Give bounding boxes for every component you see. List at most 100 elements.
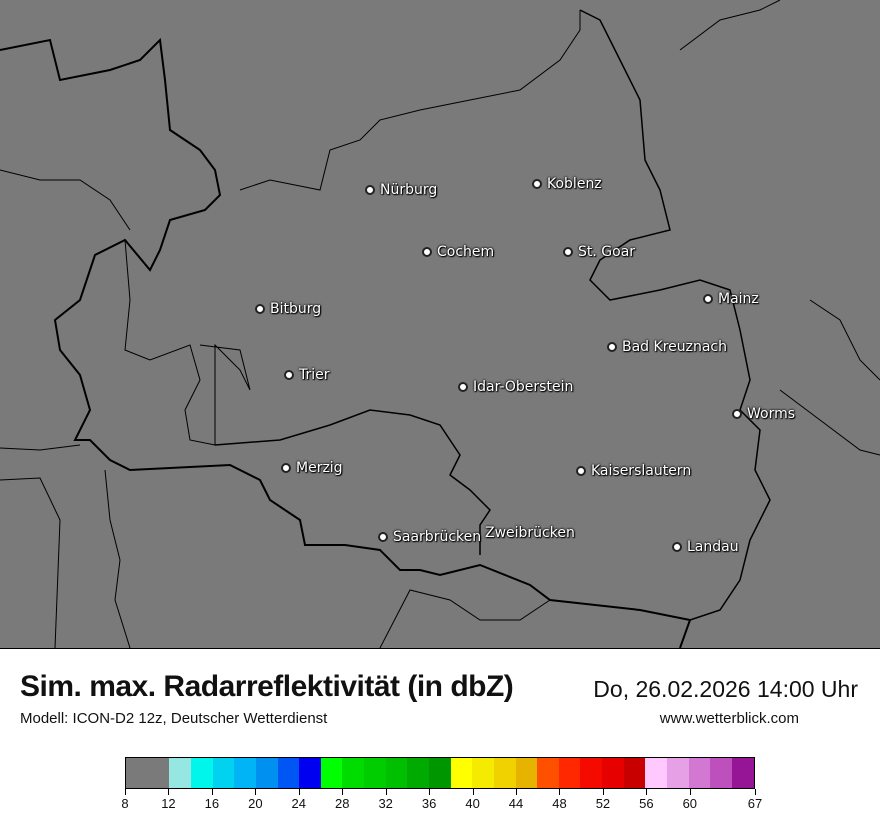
- city-label: Zweibrücken: [485, 525, 575, 541]
- city-label: Merzig: [296, 460, 343, 476]
- city-dot-icon: [532, 179, 542, 189]
- colorbar-tick-label: 48: [552, 796, 567, 811]
- colorbar-segment: [126, 758, 170, 788]
- colorbar-tick: [602, 789, 604, 795]
- colorbar-segment: [364, 758, 386, 788]
- colorbar-tick: [429, 789, 431, 795]
- colorbar-tick-label: 32: [378, 796, 393, 811]
- colorbar-segment: [428, 758, 451, 788]
- colorbar-tick-label: 40: [465, 796, 480, 811]
- city-dot-icon: [563, 247, 573, 257]
- colorbar-segment: [580, 758, 603, 788]
- colorbar-segment: [255, 758, 278, 788]
- city-label: Trier: [299, 367, 330, 383]
- city-label: Bitburg: [270, 301, 322, 317]
- colorbar-tick: [211, 789, 213, 795]
- city-marker: Idar-Oberstein: [458, 379, 573, 395]
- colorbar-segment: [190, 758, 213, 788]
- colorbar-tick-label: 16: [204, 796, 220, 811]
- city-marker: Nürburg: [365, 182, 438, 198]
- colorbar-segment: [645, 758, 668, 788]
- colorbar-segment: [472, 758, 494, 788]
- colorbar-segment: [320, 758, 343, 788]
- colorbar-segment: [299, 758, 321, 788]
- city-dot-icon: [672, 542, 682, 552]
- colorbar-legend: [125, 757, 755, 789]
- colorbar-segment: [537, 758, 559, 788]
- city-marker: Merzig: [281, 460, 343, 476]
- city-label: Landau: [687, 539, 739, 555]
- city-marker: Bad Kreuznach: [607, 339, 727, 355]
- state-border-saarland: [214, 409, 491, 555]
- colorbar-tick: [125, 789, 126, 795]
- city-dot-icon: [703, 294, 713, 304]
- colorbar-tick: [255, 789, 257, 795]
- colorbar-segment: [169, 758, 191, 788]
- city-dot-icon: [284, 370, 294, 380]
- model-source: Modell: ICON-D2 12z, Deutscher Wetterdie…: [20, 710, 328, 727]
- colorbar-tick-label: 28: [335, 796, 350, 811]
- colorbar-segment: [688, 758, 711, 788]
- colorbar-segment: [277, 758, 300, 788]
- radar-map[interactable]: Nürburg Koblenz Cochem St. Goar Bitburg Mainz…: [0, 0, 880, 649]
- colorbar-tick: [755, 789, 756, 795]
- colorbar-segment: [558, 758, 581, 788]
- city-label: Saarbrücken: [393, 529, 482, 545]
- colorbar-segment: [212, 758, 235, 788]
- city-dot-icon: [365, 185, 375, 195]
- city-dot-icon: [458, 382, 468, 392]
- colorbar-segment: [667, 758, 689, 788]
- colorbar-segment: [602, 758, 624, 788]
- colorbar-segment: [493, 758, 516, 788]
- colorbar-tick-label: 20: [248, 796, 263, 811]
- colorbar-segment: [515, 758, 538, 788]
- city-dot-icon: [576, 466, 586, 476]
- city-marker: Zweibrücken: [480, 525, 575, 541]
- city-marker: Bitburg: [255, 301, 322, 317]
- colorbar-tick-label: 67: [747, 796, 763, 811]
- city-label: Koblenz: [547, 176, 602, 192]
- colorbar-segment: [623, 758, 646, 788]
- colorbar-tick: [646, 789, 648, 795]
- city-dot-icon: [281, 463, 291, 473]
- city-label: Mainz: [718, 291, 759, 307]
- city-dot-icon: [607, 342, 617, 352]
- country-border-lux: [0, 169, 251, 446]
- state-border-east: [579, 9, 771, 621]
- map-title: Sim. max. Radarreflektivität (in dbZ): [20, 670, 514, 703]
- colorbar-tick: [385, 789, 387, 795]
- city-dot-icon: [378, 532, 388, 542]
- state-border-rlp: [0, 37, 692, 648]
- colorbar-tick: [298, 789, 300, 795]
- country-border-ne: [679, 0, 880, 456]
- colorbar-tick: [689, 789, 691, 795]
- city-dot-icon: [255, 304, 265, 314]
- city-dot-icon: [422, 247, 432, 257]
- city-marker: Kaiserslautern: [576, 463, 691, 479]
- colorbar-tick-label: 24: [291, 796, 307, 811]
- colorbar-tick: [472, 789, 474, 795]
- city-dot-icon: [732, 409, 742, 419]
- colorbar-tick-label: 56: [639, 796, 654, 811]
- colorbar-segment: [234, 758, 256, 788]
- borders: [0, 0, 880, 648]
- colorbar-tick: [342, 789, 344, 795]
- colorbar-tick: [168, 789, 170, 795]
- colorbar-segment: [710, 758, 732, 788]
- colorbar-tick-label: 12: [161, 796, 176, 811]
- country-border-fr: [0, 444, 551, 648]
- city-label: Nürburg: [380, 182, 438, 198]
- colorbar-segment: [342, 758, 365, 788]
- colorbar-tick-label: 52: [595, 796, 611, 811]
- city-marker: Saarbrücken: [378, 529, 482, 545]
- city-marker: Koblenz: [532, 176, 602, 192]
- city-marker: Worms: [732, 406, 795, 422]
- city-marker: Landau: [672, 539, 739, 555]
- colorbar-tick: [516, 789, 518, 795]
- colorbar-segment: [731, 758, 754, 788]
- city-marker: Cochem: [422, 244, 494, 260]
- city-marker: Mainz: [703, 291, 759, 307]
- colorbar-segment: [407, 758, 429, 788]
- website-link[interactable]: www.wetterblick.com: [659, 710, 799, 727]
- colorbar-segment: [450, 758, 473, 788]
